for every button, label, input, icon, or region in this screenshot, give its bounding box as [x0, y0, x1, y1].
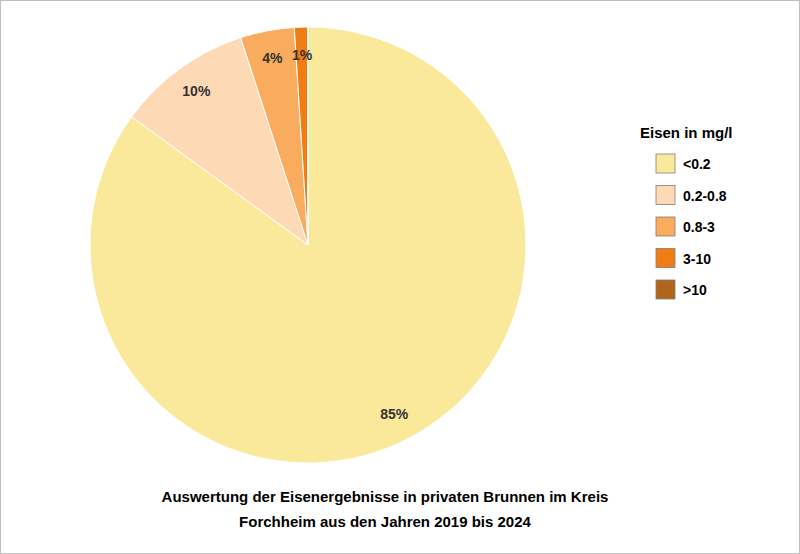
title-line: Forchheim aus den Jahren 2019 bis 2024 [239, 513, 531, 530]
legend-swatch [656, 249, 675, 268]
data-label: 1% [292, 47, 313, 63]
chart: 85% 10% 4% 1% Eisen in mg/l <0.2 0.2-0.8 0.8-3 3… [0, 0, 800, 554]
data-labels: 85% 10% 4% 1% [182, 47, 409, 422]
legend-label: 0.8-3 [683, 219, 715, 235]
title: Auswertung der Eisenergebnisse in privat… [162, 488, 609, 530]
frame [1, 1, 800, 554]
legend-title: Eisen in mg/l [640, 124, 733, 141]
legend-swatch [656, 186, 675, 205]
data-label: 85% [380, 406, 409, 422]
pie-slice [90, 27, 526, 463]
legend-label: 3-10 [683, 251, 711, 267]
data-label: 4% [262, 50, 283, 66]
data-label: 10% [182, 83, 211, 99]
legend-swatch [656, 154, 675, 173]
legend-swatch [656, 217, 675, 236]
pie [90, 27, 526, 463]
legend-label: >10 [683, 282, 707, 298]
legend: Eisen in mg/l <0.2 0.2-0.8 0.8-3 3-10 >10 [640, 124, 733, 299]
title-line: Auswertung der Eisenergebnisse in privat… [162, 488, 609, 505]
legend-swatch [656, 280, 675, 299]
legend-label: <0.2 [683, 156, 711, 172]
legend-label: 0.2-0.8 [683, 188, 727, 204]
